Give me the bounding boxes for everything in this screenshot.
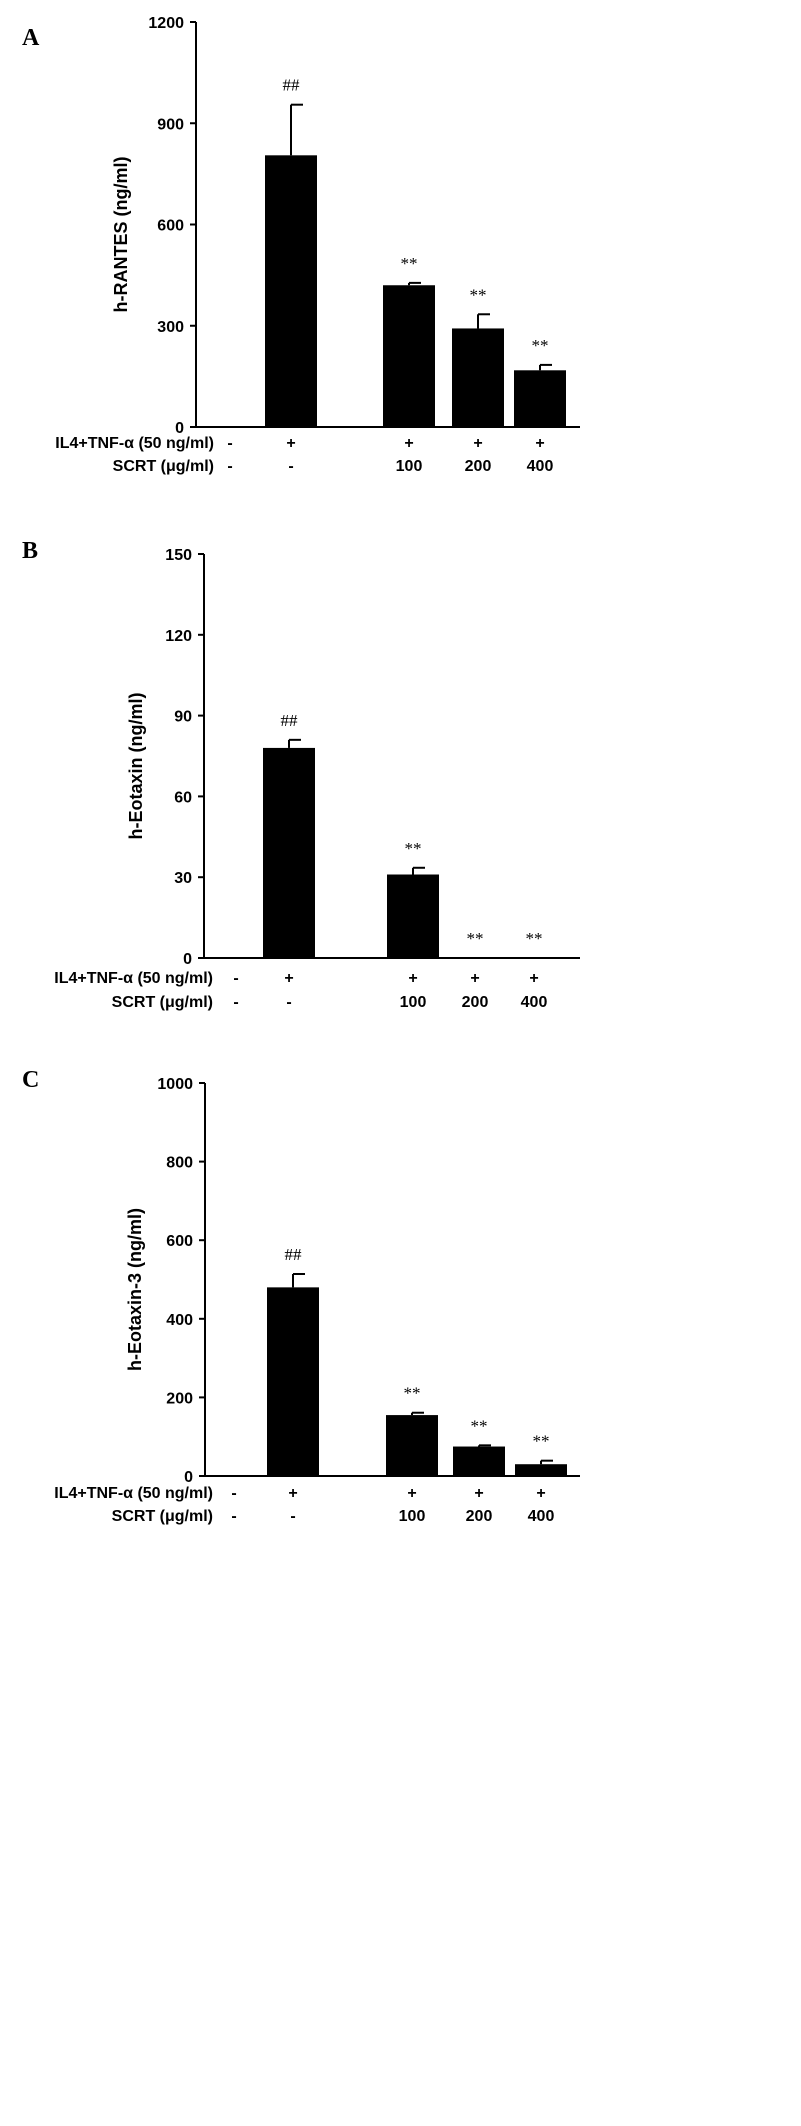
condition-cell: +: [473, 435, 482, 452]
y-tick-label: 600: [157, 218, 184, 235]
y-tick-label: 1000: [157, 1076, 193, 1093]
y-axis-title: h-Eotaxin-3 (ng/ml): [125, 1208, 145, 1371]
condition-cell: 200: [465, 458, 492, 475]
panel-letter: B: [22, 538, 38, 564]
condition-cell: -: [290, 1508, 295, 1525]
significance-star-marker: **: [533, 1432, 550, 1451]
bar: [265, 155, 317, 427]
condition-cell: 100: [399, 1508, 426, 1525]
y-tick-label: 300: [157, 319, 184, 336]
y-tick-label: 0: [184, 1469, 193, 1486]
condition-cell: +: [474, 1485, 483, 1502]
significance-star-marker: **: [404, 1384, 421, 1403]
significance-hash-marker: ##: [281, 711, 299, 730]
significance-star-marker: **: [471, 1416, 488, 1435]
condition-cell: 400: [528, 1508, 555, 1525]
condition-row-label: SCRT (μg/ml): [113, 458, 214, 475]
condition-cell: 200: [462, 994, 489, 1011]
condition-cell: +: [404, 435, 413, 452]
y-tick-label: 200: [166, 1390, 193, 1407]
condition-row-label: IL4+TNF-α (50 ng/ml): [54, 970, 213, 987]
condition-cell: -: [227, 458, 232, 475]
y-tick-label: 900: [157, 116, 184, 133]
condition-cell: +: [407, 1485, 416, 1502]
significance-star-marker: **: [401, 254, 418, 273]
bar: [453, 1446, 505, 1476]
condition-cell: 400: [521, 994, 548, 1011]
bar: [383, 285, 435, 427]
y-tick-label: 30: [174, 870, 192, 887]
chart-panel-c: C 0 200 400 600 800 1000 h-Eotaxin-3 (ng/ml) ## *…: [22, 1067, 580, 1525]
condition-row-label: SCRT (μg/ml): [112, 994, 213, 1011]
bar: [263, 747, 315, 958]
y-tick-label: 400: [166, 1312, 193, 1329]
condition-cell: -: [288, 458, 293, 475]
condition-cell: 100: [400, 994, 427, 1011]
bar: [514, 370, 566, 427]
condition-cell: -: [231, 1508, 236, 1525]
bar: [452, 328, 504, 427]
condition-cell: -: [286, 994, 291, 1011]
condition-cell: -: [231, 1485, 236, 1502]
y-tick-label: 120: [165, 628, 192, 645]
condition-cell: -: [233, 970, 238, 987]
condition-cell: +: [529, 970, 538, 987]
condition-row-label: IL4+TNF-α (50 ng/ml): [54, 1485, 213, 1502]
bar: [267, 1287, 319, 1476]
condition-cell: 100: [396, 458, 423, 475]
condition-cell: -: [227, 435, 232, 452]
y-tick-label: 600: [166, 1233, 193, 1250]
y-axis-title: h-Eotaxin (ng/ml): [126, 693, 146, 840]
significance-star-marker: **: [526, 929, 543, 948]
panel-letter: A: [22, 25, 40, 51]
y-tick-label: 150: [165, 547, 192, 564]
y-tick-label: 0: [183, 951, 192, 968]
condition-cell: +: [535, 435, 544, 452]
chart-panel-a: A 0 300 600 900 1200 h-RANTES (ng/ml) ## ** ** ** I…: [22, 15, 580, 475]
condition-cell: 400: [527, 458, 554, 475]
y-tick-label: 0: [175, 420, 184, 437]
y-tick-label: 90: [174, 709, 192, 726]
condition-cell: +: [536, 1485, 545, 1502]
significance-hash-marker: ##: [285, 1245, 303, 1264]
condition-cell: +: [408, 970, 417, 987]
condition-row-label: SCRT (μg/ml): [112, 1508, 213, 1525]
significance-star-marker: **: [405, 839, 422, 858]
chart-panel-b: B 0 30 60 90 120 150 h-Eotaxin (ng/ml) ## ** ** ** I…: [22, 538, 580, 1011]
condition-cell: +: [288, 1485, 297, 1502]
y-tick-label: 1200: [148, 15, 184, 32]
condition-cell: 200: [466, 1508, 493, 1525]
bar: [387, 874, 439, 958]
condition-cell: +: [284, 970, 293, 987]
bar: [386, 1415, 438, 1476]
y-tick-label: 800: [166, 1155, 193, 1172]
bar: [515, 1464, 567, 1476]
significance-hash-marker: ##: [283, 76, 301, 95]
significance-star-marker: **: [470, 285, 487, 304]
condition-cell: +: [470, 970, 479, 987]
condition-row-label: IL4+TNF-α (50 ng/ml): [55, 435, 214, 452]
significance-star-marker: **: [532, 336, 549, 355]
condition-cell: +: [286, 435, 295, 452]
condition-cell: -: [233, 994, 238, 1011]
significance-star-marker: **: [467, 929, 484, 948]
y-axis-title: h-RANTES (ng/ml): [111, 157, 131, 313]
panel-letter: C: [22, 1067, 39, 1093]
y-tick-label: 60: [174, 789, 192, 806]
